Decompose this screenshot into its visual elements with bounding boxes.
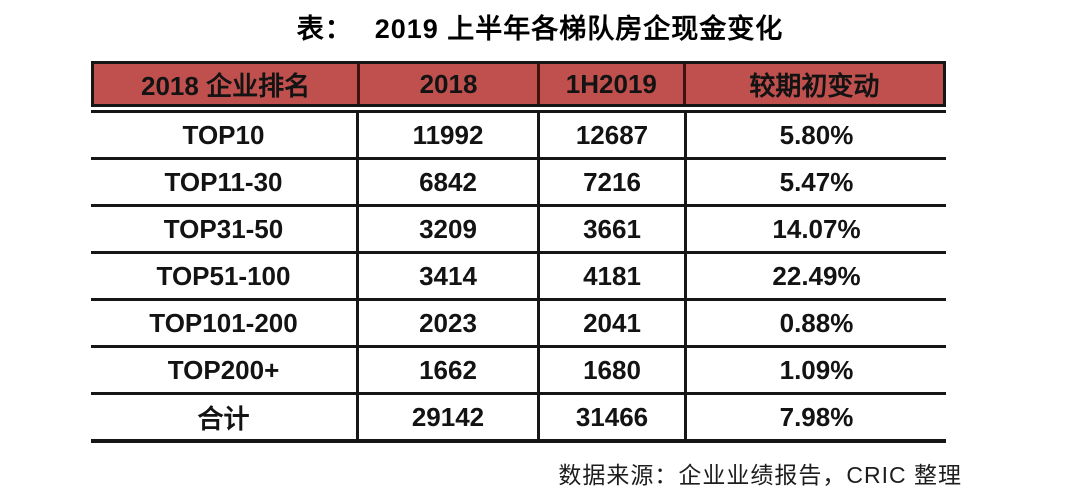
value-2018-cell: 6842 xyxy=(356,160,537,204)
change-cell: 1.09% xyxy=(684,348,946,392)
column-header-1h2019: 1H2019 xyxy=(536,64,683,104)
data-source-note: 数据来源：企业业绩报告，CRIC 整理 xyxy=(558,462,962,488)
value-1h2019-cell: 31466 xyxy=(537,395,684,439)
table-row-top101-200: TOP101-200 2023 2041 0.88% xyxy=(91,301,946,348)
value-1h2019-cell: 12687 xyxy=(537,113,684,157)
rank-cell: TOP51-100 xyxy=(156,260,291,291)
rank-cell: TOP11-30 xyxy=(164,166,283,197)
table-body: TOP10 11992 12687 5.80% TOP11-30 6842 72… xyxy=(91,110,946,443)
value-1h2019-cell: 3661 xyxy=(537,207,684,251)
table-row-top11-30: TOP11-30 6842 7216 5.47% xyxy=(91,160,946,207)
value-2018-cell: 2023 xyxy=(356,301,537,345)
table-title-text: 2019 上半年各梯队房企现金变化 xyxy=(374,14,784,44)
table-label-prefix: 表： xyxy=(296,14,353,44)
change-cell: 22.49% xyxy=(684,254,946,298)
rank-cell: TOP200+ xyxy=(167,354,280,385)
rank-cell: TOP101-200 xyxy=(149,307,298,338)
table-row-top31-50: TOP31-50 3209 3661 14.07% xyxy=(91,207,946,254)
value-2018-cell: 3414 xyxy=(356,254,537,298)
value-2018-cell: 11992 xyxy=(356,113,537,157)
value-2018-cell: 29142 xyxy=(356,395,537,439)
change-cell: 0.88% xyxy=(684,301,946,345)
value-2018-cell: 3209 xyxy=(356,207,537,251)
value-1h2019-cell: 2041 xyxy=(537,301,684,345)
column-header-2018: 2018 xyxy=(357,64,537,104)
table-header-row: 2018 企业排名 2018 1H2019 较期初变动 xyxy=(91,61,946,107)
table-row-total: 合计 29142 31466 7.98% xyxy=(91,395,946,439)
rank-cell: 合计 xyxy=(197,403,250,434)
change-cell: 5.47% xyxy=(684,160,946,204)
value-1h2019-cell: 1680 xyxy=(537,348,684,392)
value-1h2019-cell: 4181 xyxy=(537,254,684,298)
rank-cell: TOP10 xyxy=(182,119,265,150)
column-header-change: 较期初变动 xyxy=(682,64,943,104)
change-cell: 7.98% xyxy=(684,395,946,439)
change-cell: 14.07% xyxy=(684,207,946,251)
page-title: 表： 2019 上半年各梯队房企现金变化 xyxy=(0,0,1080,46)
column-header-rank: 2018 企业排名 xyxy=(141,70,311,101)
rank-cell: TOP31-50 xyxy=(163,213,284,244)
value-1h2019-cell: 7216 xyxy=(537,160,684,204)
change-cell: 5.80% xyxy=(684,113,946,157)
cash-change-table: 2018 企业排名 2018 1H2019 较期初变动 TOP10 11992 … xyxy=(91,61,946,443)
table-row-top51-100: TOP51-100 3414 4181 22.49% xyxy=(91,254,946,301)
value-2018-cell: 1662 xyxy=(356,348,537,392)
table-row-top10: TOP10 11992 12687 5.80% xyxy=(91,113,946,160)
table-row-top200plus: TOP200+ 1662 1680 1.09% xyxy=(91,348,946,395)
